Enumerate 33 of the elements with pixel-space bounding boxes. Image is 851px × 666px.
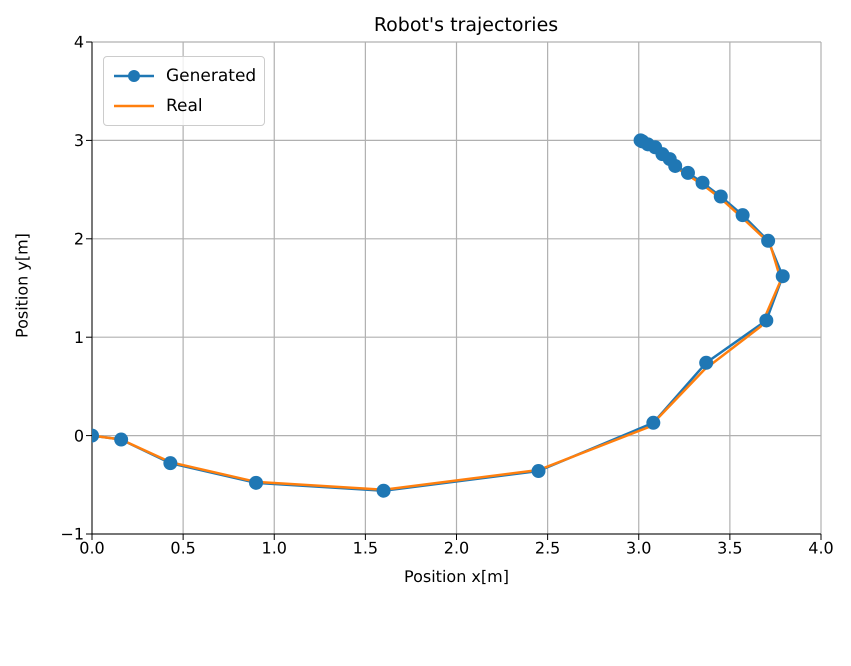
y-tick-label: 2 <box>74 229 84 248</box>
point <box>714 189 728 204</box>
point <box>776 269 790 284</box>
point <box>376 484 391 498</box>
point <box>699 356 714 370</box>
point <box>114 432 128 447</box>
x-axis-title: Position x[m] <box>404 567 509 586</box>
point <box>680 166 695 180</box>
x-tick-label: 1.5 <box>352 538 378 558</box>
legend-label: Real <box>166 96 203 116</box>
x-tick-label: 3.5 <box>717 538 743 558</box>
y-tick-label: 1 <box>74 328 84 347</box>
x-tick-label: 2.5 <box>534 538 560 558</box>
x-tick-label: 4.0 <box>808 538 834 558</box>
x-tick-label: 3.0 <box>626 538 652 558</box>
chart-title: Robot's trajectories <box>372 14 560 36</box>
x-tick-label: 2.0 <box>444 538 470 558</box>
point <box>761 234 776 248</box>
legend-label: Generated <box>166 66 256 86</box>
point <box>759 313 774 328</box>
x-tick-label: 0.5 <box>170 538 196 558</box>
point <box>646 416 660 430</box>
point <box>249 476 264 490</box>
x-tick-label: 1.0 <box>262 538 287 558</box>
y-tick-label: 0 <box>74 426 84 446</box>
point <box>532 464 546 478</box>
point <box>163 456 178 470</box>
y-tick-label: 4 <box>74 32 84 52</box>
y-tick-label: 3 <box>74 131 84 150</box>
y-axis-title: Position y[m] <box>12 233 32 338</box>
x-tick-label: 0.0 <box>79 538 105 558</box>
point <box>696 176 710 190</box>
point <box>736 208 750 222</box>
